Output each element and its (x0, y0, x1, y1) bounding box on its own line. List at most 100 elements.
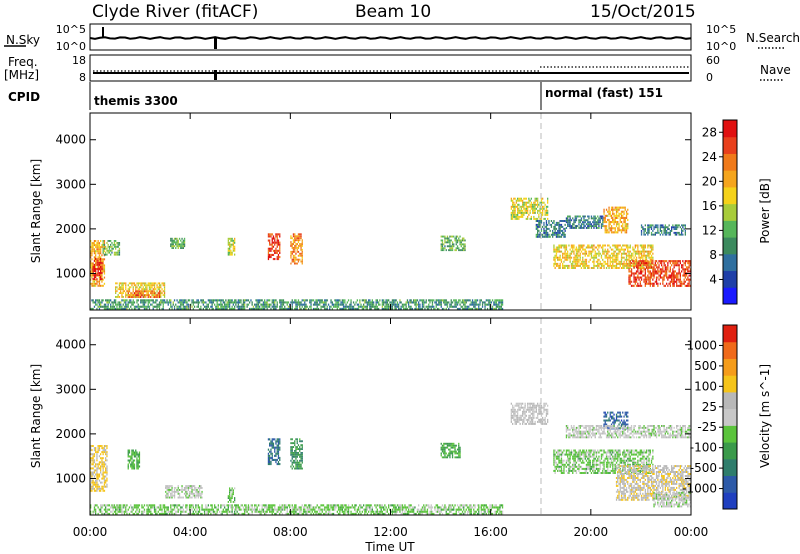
data-cell (153, 305, 156, 308)
data-cell (306, 512, 308, 515)
data-cell (97, 252, 99, 255)
data-cell (140, 292, 142, 295)
data-cell (91, 270, 93, 273)
data-cell (242, 305, 245, 308)
data-cell (92, 244, 94, 247)
data-cell (654, 264, 656, 267)
data-cell (251, 303, 253, 306)
data-cell (122, 296, 124, 298)
data-cell (315, 301, 317, 304)
data-cell (241, 307, 243, 310)
data-cell (96, 299, 98, 302)
data-cell (674, 262, 676, 265)
data-cell (600, 225, 603, 227)
data-cell (623, 267, 625, 269)
data-cell (623, 212, 625, 215)
data-cell (361, 299, 363, 302)
data-cell (272, 245, 275, 248)
data-cell (642, 267, 644, 269)
data-cell (538, 213, 540, 216)
data-cell (93, 282, 96, 285)
data-cell (398, 307, 400, 310)
data-cell (291, 307, 293, 310)
data-cell (295, 252, 297, 255)
data-cell (122, 303, 124, 306)
data-cell (295, 239, 297, 242)
data-cell (577, 225, 579, 227)
data-cell (564, 246, 566, 249)
data-cell (451, 235, 454, 238)
data-cell (304, 506, 306, 509)
data-cell (106, 467, 108, 470)
data-cell (355, 510, 357, 513)
data-cell (92, 262, 94, 265)
data-cell (523, 205, 525, 208)
data-cell (265, 506, 267, 509)
data-cell (644, 270, 646, 273)
data-cell (136, 305, 138, 308)
data-cell (103, 253, 106, 256)
data-cell (535, 225, 537, 228)
data-cell (239, 301, 241, 304)
data-cell (625, 256, 628, 259)
data-cell (321, 504, 323, 507)
data-cell (105, 299, 107, 302)
data-cell (676, 274, 678, 277)
data-cell (231, 301, 233, 304)
data-cell (307, 307, 310, 310)
data-cell (533, 203, 535, 206)
data-cell (155, 510, 157, 513)
data-cell (604, 231, 606, 234)
data-cell (90, 260, 92, 263)
data-cell (137, 510, 139, 513)
data-cell (216, 299, 218, 302)
data-cell (607, 229, 609, 232)
data-cell (643, 262, 645, 265)
data-cell (242, 301, 245, 304)
data-cell (489, 301, 491, 304)
data-cell (468, 305, 470, 308)
data-cell (161, 299, 163, 302)
data-cell (408, 305, 410, 308)
data-cell (654, 260, 656, 263)
data-cell (534, 205, 536, 208)
data-cell (331, 303, 333, 306)
data-cell (663, 270, 665, 273)
data-cell (569, 248, 571, 251)
data-cell (640, 278, 643, 281)
data-cell (307, 504, 310, 507)
data-cell (90, 254, 92, 257)
data-cell (271, 233, 273, 236)
data-cell (535, 235, 537, 238)
nsky-strip: N.Sky 10^5 10^0 10^5 10^0 N.Search (4, 23, 800, 53)
data-cell (312, 508, 315, 511)
data-cell (371, 303, 373, 306)
data-cell (637, 282, 639, 285)
data-cell (101, 461, 103, 464)
data-cell (221, 299, 223, 302)
data-cell (644, 280, 646, 283)
data-cell (121, 508, 123, 511)
data-cell (95, 451, 97, 454)
data-cell (436, 303, 439, 306)
data-cell (435, 305, 437, 308)
data-cell (667, 228, 669, 230)
data-cell (116, 303, 118, 306)
data-cell (320, 305, 322, 308)
data-cell (577, 262, 579, 265)
data-cell (92, 487, 94, 490)
data-cell (384, 301, 386, 304)
data-cell (106, 479, 108, 482)
data-cell (550, 233, 553, 236)
data-cell (532, 211, 534, 214)
data-cell (294, 233, 296, 236)
data-cell (370, 301, 372, 304)
data-cell (350, 301, 352, 304)
data-cell (133, 467, 136, 470)
data-cell (182, 504, 184, 507)
data-cell (101, 261, 103, 264)
data-cell (405, 305, 407, 308)
data-cell (176, 504, 178, 507)
data-cell (172, 508, 174, 511)
data-cell (607, 248, 609, 251)
